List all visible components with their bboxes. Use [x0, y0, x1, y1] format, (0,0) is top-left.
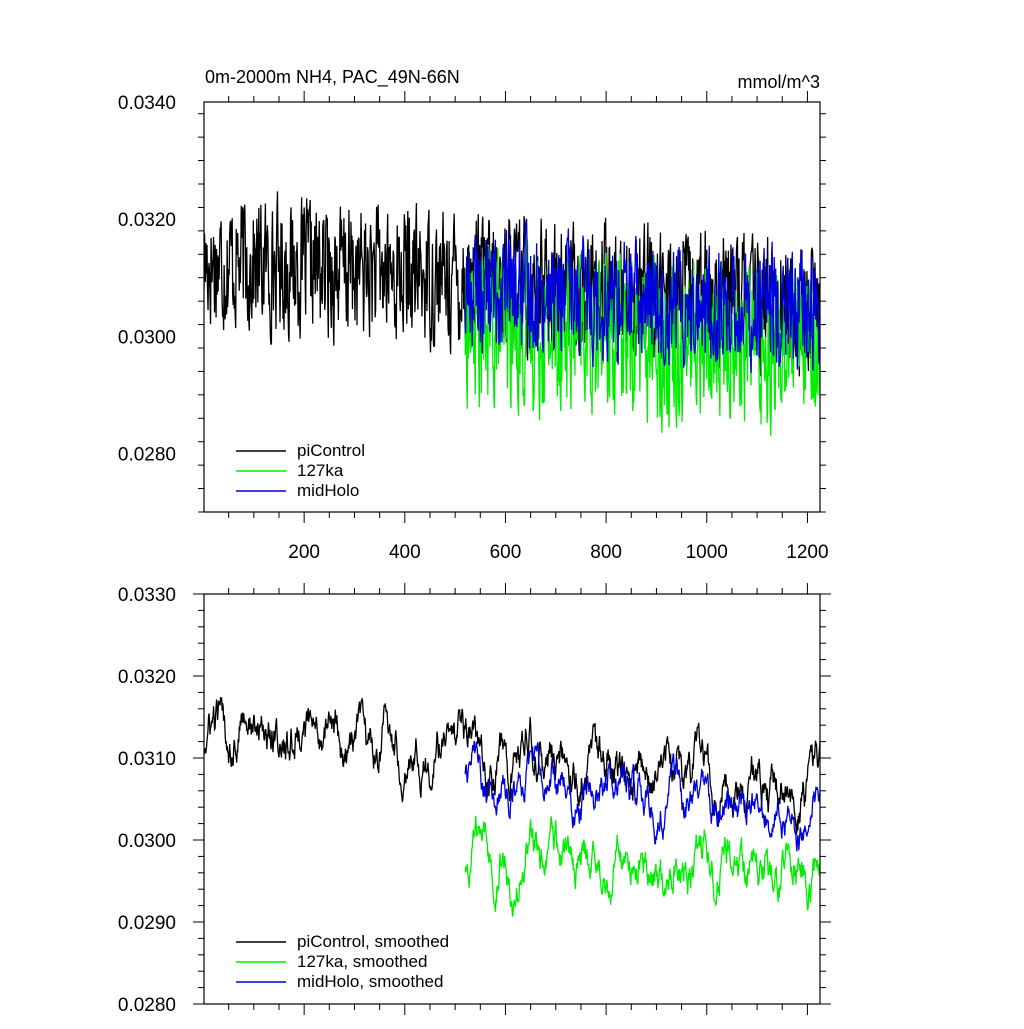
legend-label-127ka: 127ka — [297, 461, 344, 480]
series-line-picontrol-smoothed — [204, 697, 820, 835]
top-plot-frame — [203, 101, 821, 513]
y-tick-label: 0.0340 — [118, 93, 176, 114]
x-tick-label: 400 — [389, 542, 421, 563]
x-tick-label: 600 — [490, 542, 522, 563]
top-panel: 0m-2000m NH4, PAC_49N-66N mmol/m^3 0.028… — [118, 67, 829, 563]
y-tick-label: 0.0300 — [118, 831, 176, 852]
series-line-127ka-smoothed — [464, 815, 820, 917]
x-tick-label: 1000 — [686, 542, 728, 563]
y-tick-label: 0.0290 — [118, 913, 176, 934]
x-tick-label: 800 — [590, 542, 622, 563]
y-tick-label: 0.0320 — [118, 210, 176, 231]
y-tick-label: 0.0330 — [118, 585, 176, 606]
series-line-midholo — [464, 218, 820, 374]
legend-label-picontrol: piControl — [297, 441, 365, 460]
legend-label-midholo-smoothed: midHolo, smoothed — [297, 972, 443, 991]
top-series-layer — [204, 191, 820, 436]
top-chart-title: 0m-2000m NH4, PAC_49N-66N — [205, 67, 460, 88]
bottom-series-layer — [204, 697, 820, 917]
y-tick-label: 0.0280 — [118, 444, 176, 465]
top-chart-units: mmol/m^3 — [738, 72, 820, 92]
y-tick-label: 0.0320 — [118, 667, 176, 688]
y-tick-label: 0.0300 — [118, 327, 176, 348]
x-tick-label: 1200 — [786, 542, 828, 563]
bottom-legend: piControl, smoothed 127ka, smoothed midH… — [236, 932, 449, 991]
y-tick-label: 0.0280 — [118, 995, 176, 1016]
legend-label-picontrol-smoothed: piControl, smoothed — [297, 932, 449, 951]
bottom-plot-frame — [203, 593, 821, 1005]
bottom-panel: 0.0280 0.0290 0.0300 0.0310 0.0320 0.0330 piC… — [118, 583, 831, 1016]
top-legend: piControl 127ka midHolo — [236, 441, 365, 500]
y-tick-label: 0.0310 — [118, 749, 176, 770]
legend-label-midholo: midHolo — [297, 481, 359, 500]
legend-label-127ka-smoothed: 127ka, smoothed — [297, 952, 427, 971]
x-tick-label: 200 — [288, 542, 320, 563]
series-line-midholo-smoothed — [464, 740, 820, 852]
